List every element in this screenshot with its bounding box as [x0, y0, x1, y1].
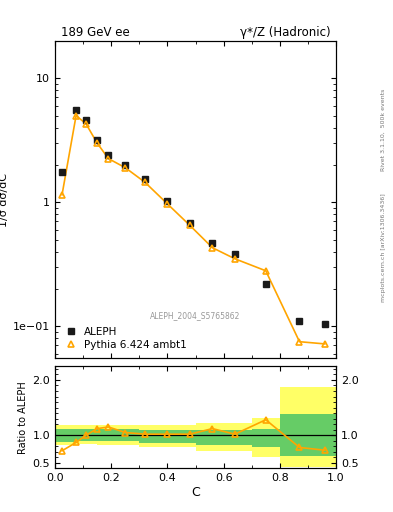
Pythia 6.424 ambt1 [233, 255, 237, 262]
Text: 189 GeV ee: 189 GeV ee [61, 27, 129, 39]
X-axis label: C: C [191, 486, 200, 499]
ALEPH [165, 198, 170, 204]
ALEPH [297, 318, 302, 324]
Pythia 6.424 ambt1 [123, 165, 128, 171]
Pythia 6.424 ambt1 [263, 268, 268, 274]
Pythia 6.424 ambt1 [322, 341, 327, 347]
Legend: ALEPH, Pythia 6.424 ambt1: ALEPH, Pythia 6.424 ambt1 [60, 324, 190, 353]
Text: ALEPH_2004_S5765862: ALEPH_2004_S5765862 [151, 311, 241, 321]
ALEPH [106, 152, 111, 158]
Pythia 6.424 ambt1 [106, 156, 111, 162]
Pythia 6.424 ambt1 [74, 113, 79, 119]
Pythia 6.424 ambt1 [210, 245, 215, 251]
ALEPH [143, 176, 147, 182]
Pythia 6.424 ambt1 [143, 179, 147, 185]
Pythia 6.424 ambt1 [187, 222, 192, 228]
ALEPH [210, 240, 215, 246]
Pythia 6.424 ambt1 [60, 191, 64, 198]
ALEPH [187, 220, 192, 226]
Text: mcplots.cern.ch [arXiv:1306.3436]: mcplots.cern.ch [arXiv:1306.3436] [381, 193, 386, 302]
Pythia 6.424 ambt1 [95, 140, 99, 146]
Line: ALEPH: ALEPH [59, 107, 328, 327]
ALEPH [263, 281, 268, 287]
ALEPH [233, 251, 237, 258]
ALEPH [60, 169, 64, 175]
Pythia 6.424 ambt1 [297, 338, 302, 345]
ALEPH [322, 321, 327, 327]
Pythia 6.424 ambt1 [165, 201, 170, 207]
Y-axis label: 1/σ dσ/dC: 1/σ dσ/dC [0, 173, 9, 227]
Text: γ*/Z (Hadronic): γ*/Z (Hadronic) [240, 27, 331, 39]
ALEPH [95, 137, 99, 143]
Line: Pythia 6.424 ambt1: Pythia 6.424 ambt1 [59, 112, 328, 347]
Y-axis label: Ratio to ALEPH: Ratio to ALEPH [18, 381, 28, 454]
ALEPH [84, 117, 88, 123]
Pythia 6.424 ambt1 [84, 121, 88, 127]
ALEPH [123, 162, 128, 168]
Text: Rivet 3.1.10,  500k events: Rivet 3.1.10, 500k events [381, 89, 386, 171]
ALEPH [74, 108, 79, 114]
